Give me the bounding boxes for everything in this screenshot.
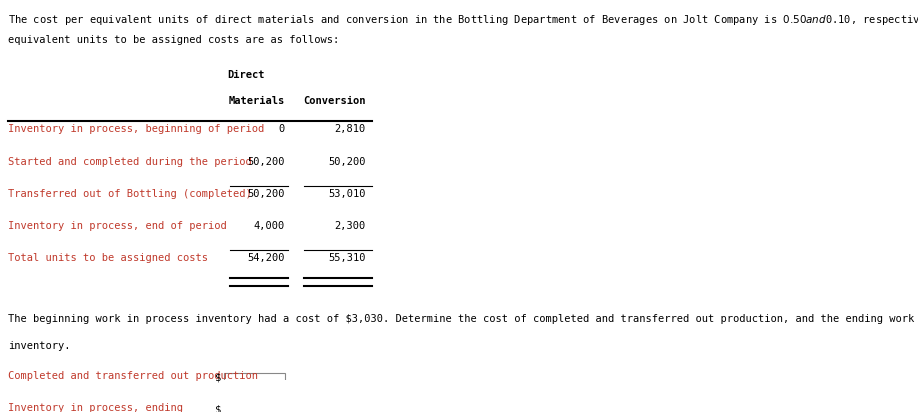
Text: 2,810: 2,810 xyxy=(334,124,365,134)
FancyBboxPatch shape xyxy=(224,405,285,412)
Text: $: $ xyxy=(215,405,221,412)
Text: Direct: Direct xyxy=(228,70,265,80)
Text: Completed and transferred out production: Completed and transferred out production xyxy=(8,371,258,381)
Text: Inventory in process, beginning of period: Inventory in process, beginning of perio… xyxy=(8,124,264,134)
Text: equivalent units to be assigned costs are as follows:: equivalent units to be assigned costs ar… xyxy=(8,35,339,45)
Text: 50,200: 50,200 xyxy=(248,157,285,166)
Text: 4,000: 4,000 xyxy=(253,221,285,231)
Text: 2,300: 2,300 xyxy=(334,221,365,231)
Text: inventory.: inventory. xyxy=(8,341,71,351)
Text: Transferred out of Bottling (completed): Transferred out of Bottling (completed) xyxy=(8,189,252,199)
Text: $: $ xyxy=(215,372,221,382)
Text: The beginning work in process inventory had a cost of $3,030. Determine the cost: The beginning work in process inventory … xyxy=(8,314,918,325)
Text: Inventory in process, end of period: Inventory in process, end of period xyxy=(8,221,227,231)
Text: 50,200: 50,200 xyxy=(328,157,365,166)
Text: The cost per equivalent units of direct materials and conversion in the Bottling: The cost per equivalent units of direct … xyxy=(8,13,918,27)
Text: 55,310: 55,310 xyxy=(328,253,365,263)
Text: Total units to be assigned costs: Total units to be assigned costs xyxy=(8,253,207,263)
Text: 53,010: 53,010 xyxy=(328,189,365,199)
Text: 50,200: 50,200 xyxy=(248,189,285,199)
Text: Conversion: Conversion xyxy=(303,96,365,106)
Text: Inventory in process, ending: Inventory in process, ending xyxy=(8,403,183,412)
FancyBboxPatch shape xyxy=(224,373,285,389)
Text: 54,200: 54,200 xyxy=(248,253,285,263)
Text: 0: 0 xyxy=(279,124,285,134)
Text: Started and completed during the period: Started and completed during the period xyxy=(8,157,252,166)
Text: Materials: Materials xyxy=(229,96,285,106)
